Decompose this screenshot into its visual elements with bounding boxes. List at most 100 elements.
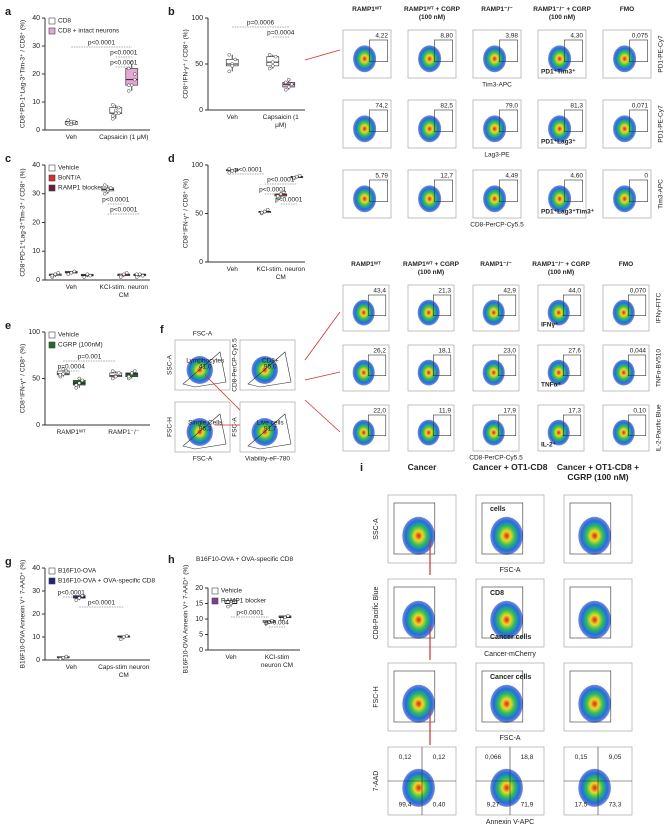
gate bbox=[432, 354, 452, 377]
gate-value: 44,0 bbox=[568, 288, 581, 295]
row-axis-label: IFNγ-FITC bbox=[656, 293, 663, 324]
legend-label: Vehicle bbox=[221, 588, 242, 595]
y-axis-label: 7-AAD bbox=[373, 771, 380, 792]
gate bbox=[393, 502, 436, 555]
gate-value: 41,0 bbox=[199, 364, 212, 371]
connector-arrow bbox=[304, 399, 341, 433]
density-cloud bbox=[402, 684, 435, 723]
gate bbox=[569, 670, 612, 723]
gate bbox=[369, 39, 388, 62]
data-point bbox=[77, 376, 81, 381]
gate-value: 79,0 bbox=[505, 103, 518, 110]
gate-value: 0,071 bbox=[632, 103, 649, 110]
gate-value: 26,2 bbox=[373, 348, 386, 355]
row-axis-label: PD1-PE-Cy7 bbox=[658, 35, 665, 73]
gate bbox=[369, 109, 388, 132]
y-axis-label: FSC-H bbox=[373, 686, 380, 707]
x-tick-label: Veh bbox=[226, 114, 238, 121]
y-tick-label: 10 bbox=[32, 248, 40, 255]
data-point bbox=[260, 210, 264, 215]
gate-value: 17,9 bbox=[503, 408, 516, 415]
p-value: p=0.004 bbox=[265, 620, 289, 627]
data-point bbox=[133, 72, 137, 76]
gate bbox=[499, 109, 518, 132]
density-cloud bbox=[613, 45, 637, 73]
density-cloud bbox=[417, 419, 440, 446]
x-tick-label: Veh bbox=[65, 284, 77, 291]
density-cloud bbox=[402, 768, 435, 807]
data-point bbox=[125, 634, 129, 638]
p-value: p=0.0004 bbox=[267, 30, 295, 37]
y-axis-label: FSC-H bbox=[167, 417, 174, 437]
x-tick-label: Veh bbox=[65, 134, 77, 141]
data-point bbox=[286, 614, 290, 618]
data-point bbox=[66, 272, 70, 276]
column-header: RAMP1⁻/⁻ + CGRP (100 nM) bbox=[533, 6, 591, 21]
y-tick-label: 100 bbox=[191, 15, 203, 22]
x-tick-label: Veh bbox=[65, 664, 77, 671]
legend-label: RAMP1 blocker bbox=[221, 598, 267, 605]
panel-label: h bbox=[168, 554, 175, 566]
x-tick-label: Caps-stim neuron CM bbox=[98, 664, 150, 679]
data-point bbox=[267, 620, 271, 624]
gate bbox=[499, 39, 518, 62]
gate-value: 0,044 bbox=[630, 348, 647, 355]
y-axis-label: FSC-A bbox=[232, 417, 239, 437]
panel-label: a bbox=[5, 6, 12, 18]
row-axis-label: PD1-PE-Cy7 bbox=[658, 105, 665, 143]
legend-swatch bbox=[48, 567, 56, 575]
gating-arrow bbox=[204, 374, 241, 411]
p-value: p<0.0001 bbox=[88, 40, 116, 47]
gate-name: Cancer cells bbox=[490, 674, 531, 681]
gate-value: 81,3 bbox=[570, 103, 583, 110]
y-axis-label: B16F10-OVA Annexin V⁺ 7-AAD⁺ (%) bbox=[183, 565, 190, 674]
y-tick-label: 20 bbox=[195, 585, 203, 592]
data-point bbox=[135, 275, 139, 279]
data-point bbox=[276, 194, 280, 198]
y-tick-label: 0 bbox=[36, 127, 40, 134]
data-point bbox=[138, 272, 142, 276]
gate bbox=[569, 502, 612, 555]
data-point bbox=[88, 273, 92, 278]
gate-name: TNFα⁺ bbox=[541, 382, 562, 389]
gate bbox=[481, 502, 524, 555]
data-point bbox=[230, 64, 234, 68]
gate bbox=[497, 354, 517, 377]
x-axis-label: CD8-PerCP-Cy5.5 bbox=[470, 222, 524, 229]
quadrant-value: 0,15 bbox=[575, 754, 588, 761]
y-tick-label: 100 bbox=[28, 329, 40, 336]
p-value: p<0.0001 bbox=[88, 600, 116, 607]
x-axis-label: FSC-A bbox=[193, 456, 213, 463]
gate bbox=[629, 179, 648, 202]
x-tick-label: Veh bbox=[226, 266, 238, 273]
density-cloud bbox=[483, 115, 507, 143]
p-value: p=0.0006 bbox=[247, 20, 275, 27]
row-axis-label: Tim3-APC bbox=[658, 179, 665, 209]
column-header: RAMP1⁻/⁻ bbox=[481, 6, 513, 13]
data-point bbox=[287, 77, 291, 82]
y-tick-label: 100 bbox=[191, 162, 203, 169]
x-tick-label: Veh bbox=[225, 654, 237, 661]
density-cloud bbox=[417, 299, 440, 326]
connector-arrow bbox=[304, 371, 341, 381]
x-axis-label: Annexin V-APC bbox=[486, 819, 534, 826]
gate-value: 27,6 bbox=[568, 348, 581, 355]
y-tick-label: 0 bbox=[36, 657, 40, 664]
density-cloud bbox=[548, 185, 572, 213]
data-point bbox=[229, 601, 233, 606]
y-tick-label: 40 bbox=[32, 162, 40, 169]
density-cloud bbox=[353, 45, 377, 73]
data-point bbox=[61, 372, 65, 376]
gate-value: 21,3 bbox=[438, 288, 451, 295]
gate-value: 4,30 bbox=[570, 33, 583, 40]
legend-swatch bbox=[48, 164, 56, 172]
data-point bbox=[127, 374, 131, 379]
y-axis-label: CD8⁺PD-1⁺Lag-3⁺Tim-3⁺ / CD8⁺ (%) bbox=[20, 20, 27, 128]
data-point bbox=[50, 273, 54, 278]
data-point bbox=[227, 69, 231, 74]
density-cloud bbox=[483, 45, 507, 73]
data-point bbox=[284, 88, 288, 92]
data-point bbox=[69, 122, 73, 127]
data-point bbox=[271, 60, 275, 64]
